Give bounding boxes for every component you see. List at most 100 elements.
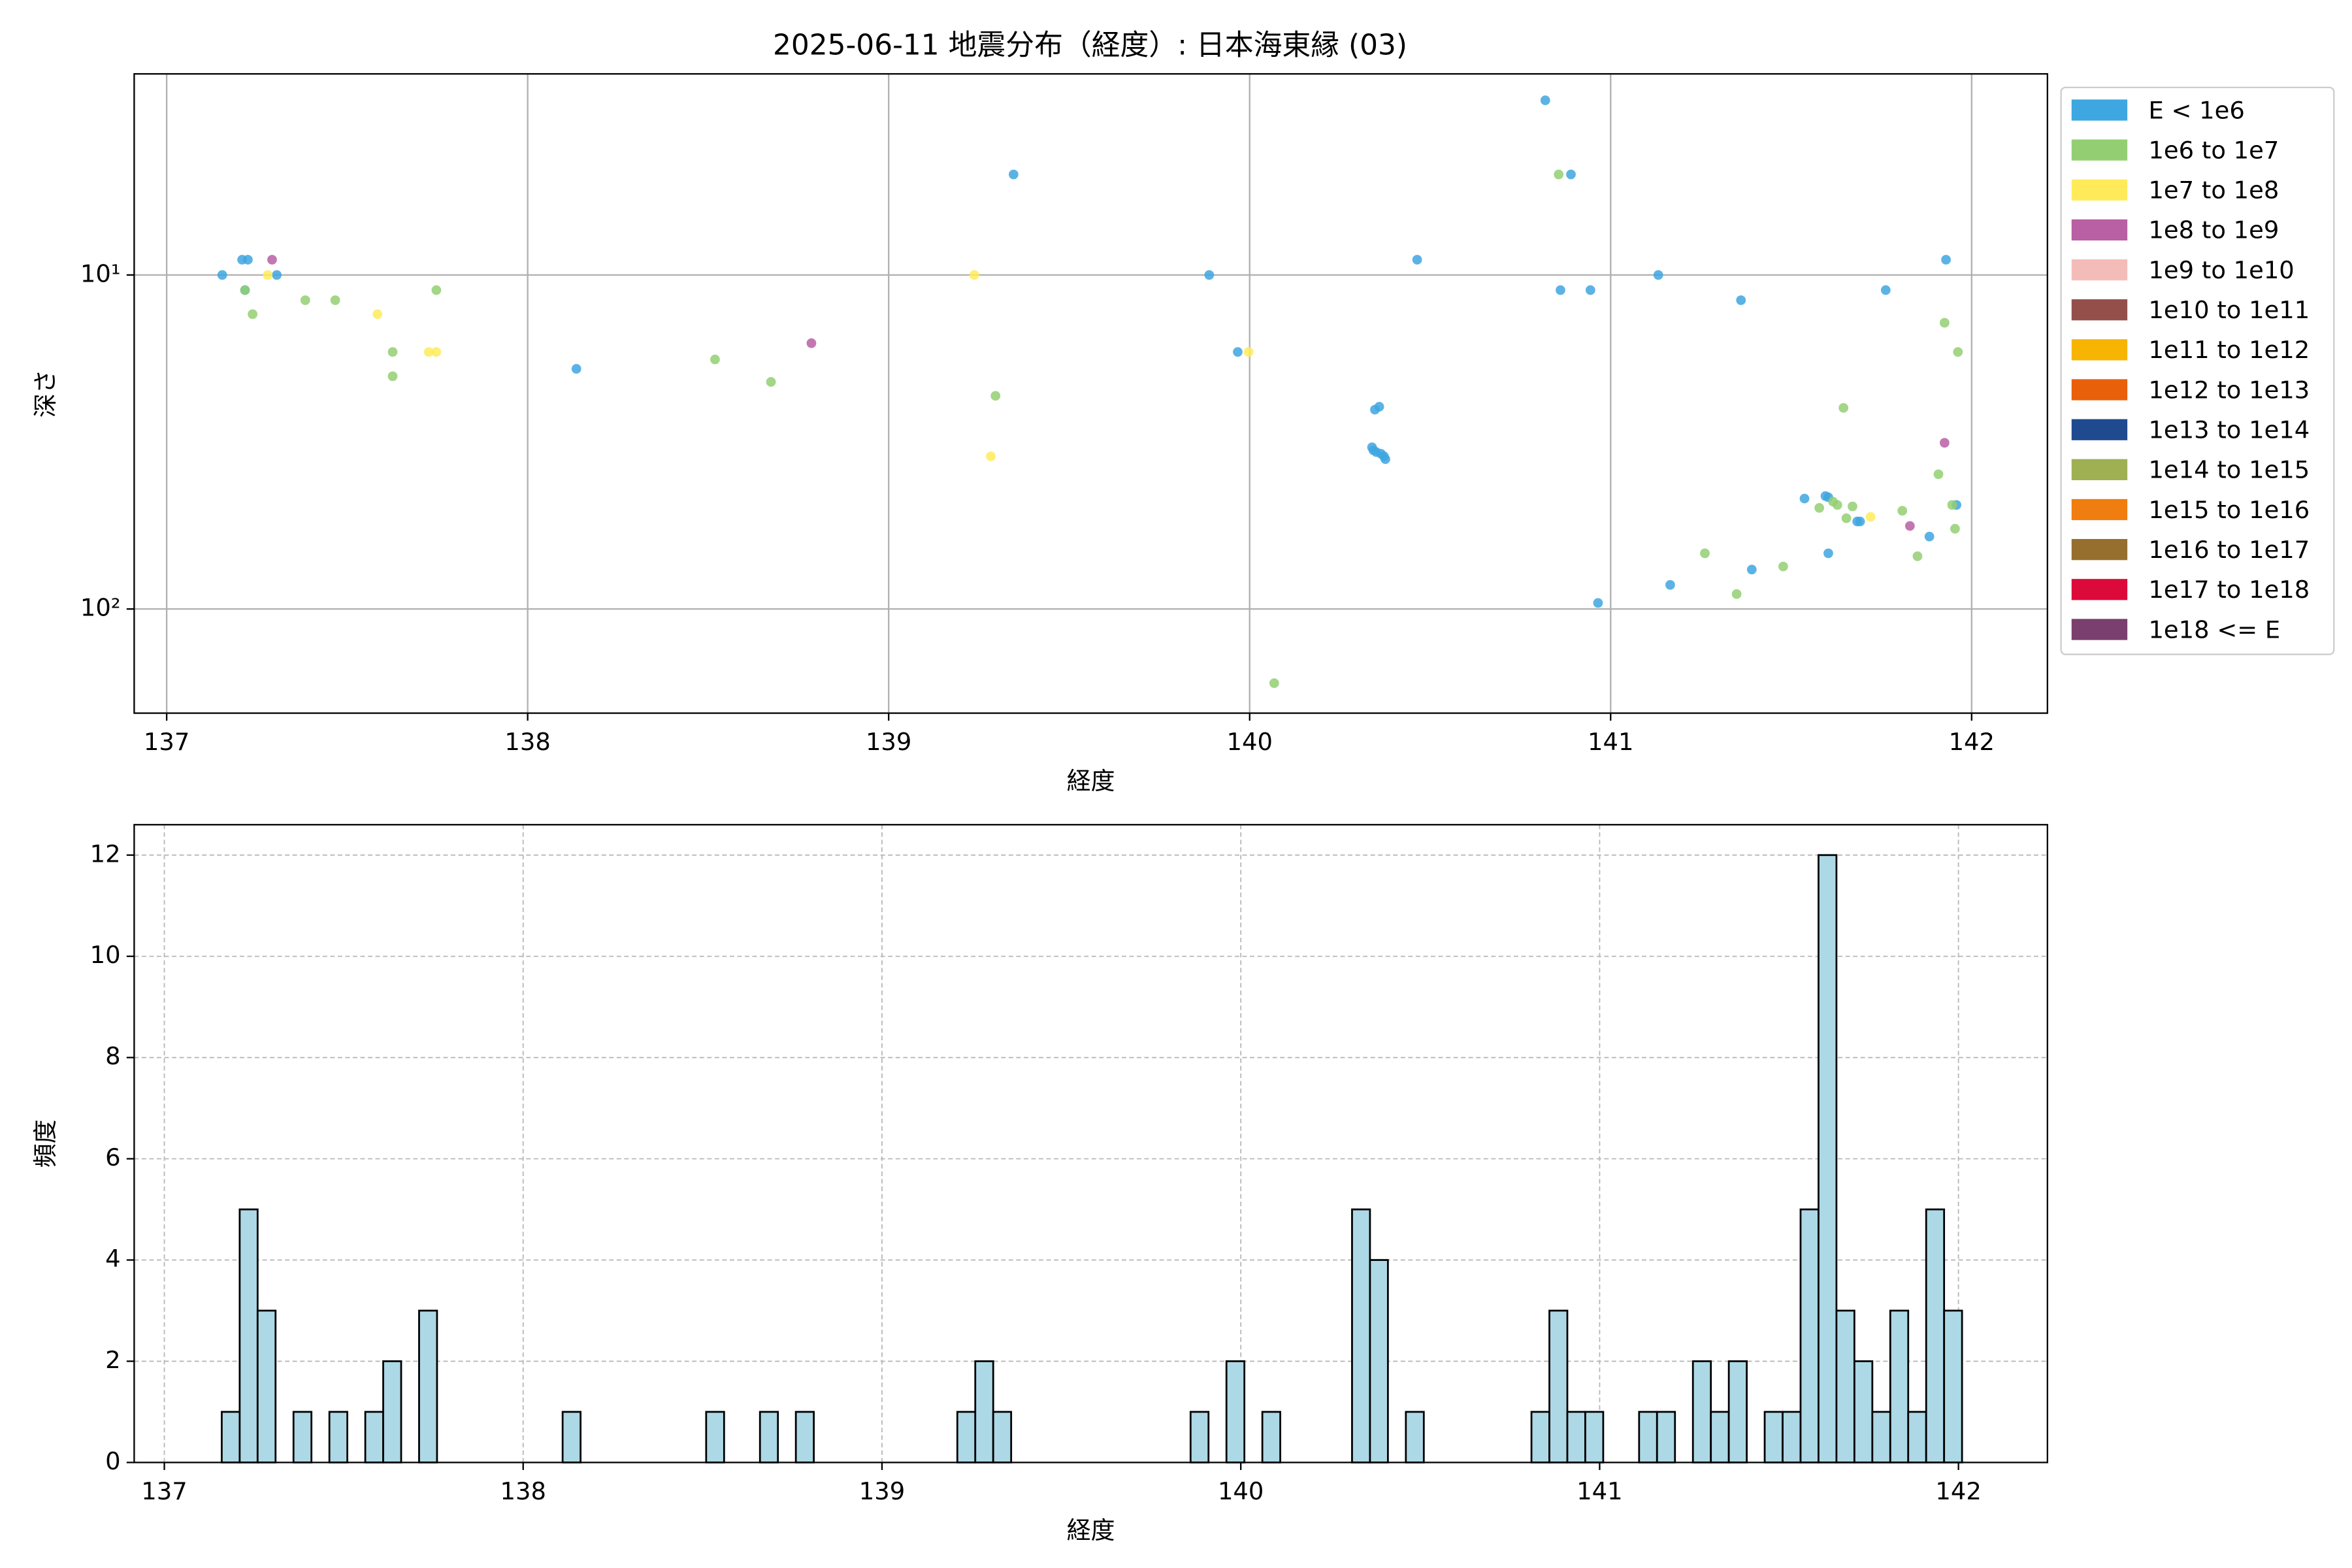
scatter-point xyxy=(372,309,383,319)
scatter-point xyxy=(431,285,442,295)
scatter-point xyxy=(1008,169,1019,180)
scatter-point xyxy=(1566,169,1576,180)
x-tick-label: 140 xyxy=(1218,1477,1264,1505)
scatter-point xyxy=(571,364,581,374)
histogram-bar xyxy=(1691,1360,1712,1463)
scatter-point xyxy=(1838,402,1849,413)
scatter-point xyxy=(1947,500,1957,510)
legend-swatch xyxy=(2071,339,2128,361)
scatter-point xyxy=(1933,469,1944,480)
legend-label: 1e14 to 1e15 xyxy=(2148,456,2310,484)
scatter-point xyxy=(1939,318,1950,328)
histogram-bar xyxy=(759,1411,779,1463)
scatter-point xyxy=(1243,347,1254,357)
scatter-point xyxy=(1778,561,1788,572)
y-tick-label: 8 xyxy=(105,1042,120,1070)
legend-label: 1e8 to 1e9 xyxy=(2148,216,2279,244)
y-tick-label: 12 xyxy=(90,840,121,868)
histogram-bar xyxy=(221,1411,241,1463)
scatter-point xyxy=(300,295,310,305)
scatter-point xyxy=(1841,513,1852,523)
scatter-point xyxy=(1412,255,1422,265)
scatter-point xyxy=(1865,512,1876,522)
legend-swatch xyxy=(2071,99,2128,121)
plot-frame xyxy=(133,824,2048,1463)
scatter-point xyxy=(243,255,253,265)
legend-swatch xyxy=(2071,579,2128,600)
x-axis-label: 経度 xyxy=(1067,767,1115,795)
x-tick-label: 139 xyxy=(866,728,911,756)
x-tick-label: 140 xyxy=(1227,728,1273,756)
legend-label: 1e12 to 1e13 xyxy=(2148,376,2310,404)
histogram-bar xyxy=(1782,1411,1802,1463)
scatter-point xyxy=(1380,454,1390,465)
scatter-point xyxy=(1848,501,1857,512)
scatter-point xyxy=(710,354,720,365)
scatter-point xyxy=(1912,551,1923,561)
histogram-bar xyxy=(1943,1309,1963,1463)
scatter-point xyxy=(330,295,340,305)
legend-label: 1e18 <= E xyxy=(2148,615,2280,644)
scatter-point xyxy=(1593,598,1603,608)
scatter-point xyxy=(1731,589,1742,599)
scatter-point xyxy=(1814,502,1825,513)
scatter-point xyxy=(1746,564,1757,575)
legend-label: 1e15 to 1e16 xyxy=(2148,496,2310,524)
legend-label: E < 1e6 xyxy=(2148,96,2244,124)
scatter-point xyxy=(969,270,979,280)
x-tick-label: 142 xyxy=(1935,1477,1981,1505)
legend-label: 1e9 to 1e10 xyxy=(2148,256,2294,284)
histogram-bar xyxy=(1584,1411,1605,1463)
scatter-point xyxy=(1585,285,1595,295)
scatter-point xyxy=(1540,95,1550,105)
legend-label: 1e7 to 1e8 xyxy=(2148,176,2279,204)
histogram-bar xyxy=(1369,1259,1389,1463)
scatter-point xyxy=(217,270,227,280)
histogram-bar xyxy=(1889,1309,1910,1463)
legend-swatch xyxy=(2071,379,2128,400)
scatter-point xyxy=(1924,531,1935,542)
legend-swatch xyxy=(2071,219,2128,241)
x-tick-label: 141 xyxy=(1588,728,1633,756)
legend-swatch xyxy=(2071,419,2128,440)
legend-swatch xyxy=(2071,299,2128,321)
histogram-bar xyxy=(1189,1411,1210,1463)
legend-swatch xyxy=(2071,139,2128,161)
scatter-point xyxy=(1855,516,1865,527)
scatter-point xyxy=(267,255,277,265)
y-axis-label: 頻度 xyxy=(31,1119,59,1168)
scatter-point xyxy=(1556,285,1565,295)
histogram-bar xyxy=(974,1360,994,1463)
legend-label: 1e11 to 1e12 xyxy=(2148,336,2310,364)
legend-label: 1e16 to 1e17 xyxy=(2148,536,2310,564)
histogram-bar xyxy=(364,1411,384,1463)
scatter-point xyxy=(1904,521,1915,531)
x-tick-label: 142 xyxy=(1949,728,1995,756)
scatter-point xyxy=(986,451,996,461)
scatter-point xyxy=(423,347,434,357)
legend-swatch xyxy=(2071,619,2128,640)
histogram-bar xyxy=(1763,1411,1784,1463)
histogram-bar xyxy=(292,1411,313,1463)
scatter-point xyxy=(1897,506,1908,516)
histogram-bar xyxy=(1405,1411,1425,1463)
x-tick-label: 139 xyxy=(859,1477,905,1505)
scatter-point xyxy=(1233,347,1243,357)
y-tick-label: 6 xyxy=(105,1143,120,1171)
histogram-bar xyxy=(561,1411,582,1463)
x-axis-label: 経度 xyxy=(1067,1516,1115,1544)
legend-label: 1e13 to 1e14 xyxy=(2148,416,2310,444)
y-tick-label: 4 xyxy=(105,1245,120,1273)
x-tick-label: 137 xyxy=(141,1477,187,1505)
y-tick-label: 10² xyxy=(80,594,121,622)
histogram-bar xyxy=(1835,1309,1855,1463)
scatter-point xyxy=(1665,580,1675,590)
chart-title: 2025-06-11 地震分布（経度）: 日本海東縁 (03) xyxy=(773,29,1407,62)
y-tick-label: 2 xyxy=(105,1346,120,1374)
histogram-bar xyxy=(1548,1309,1569,1463)
scatter-point xyxy=(1823,548,1833,559)
histogram-bar xyxy=(1530,1411,1550,1463)
